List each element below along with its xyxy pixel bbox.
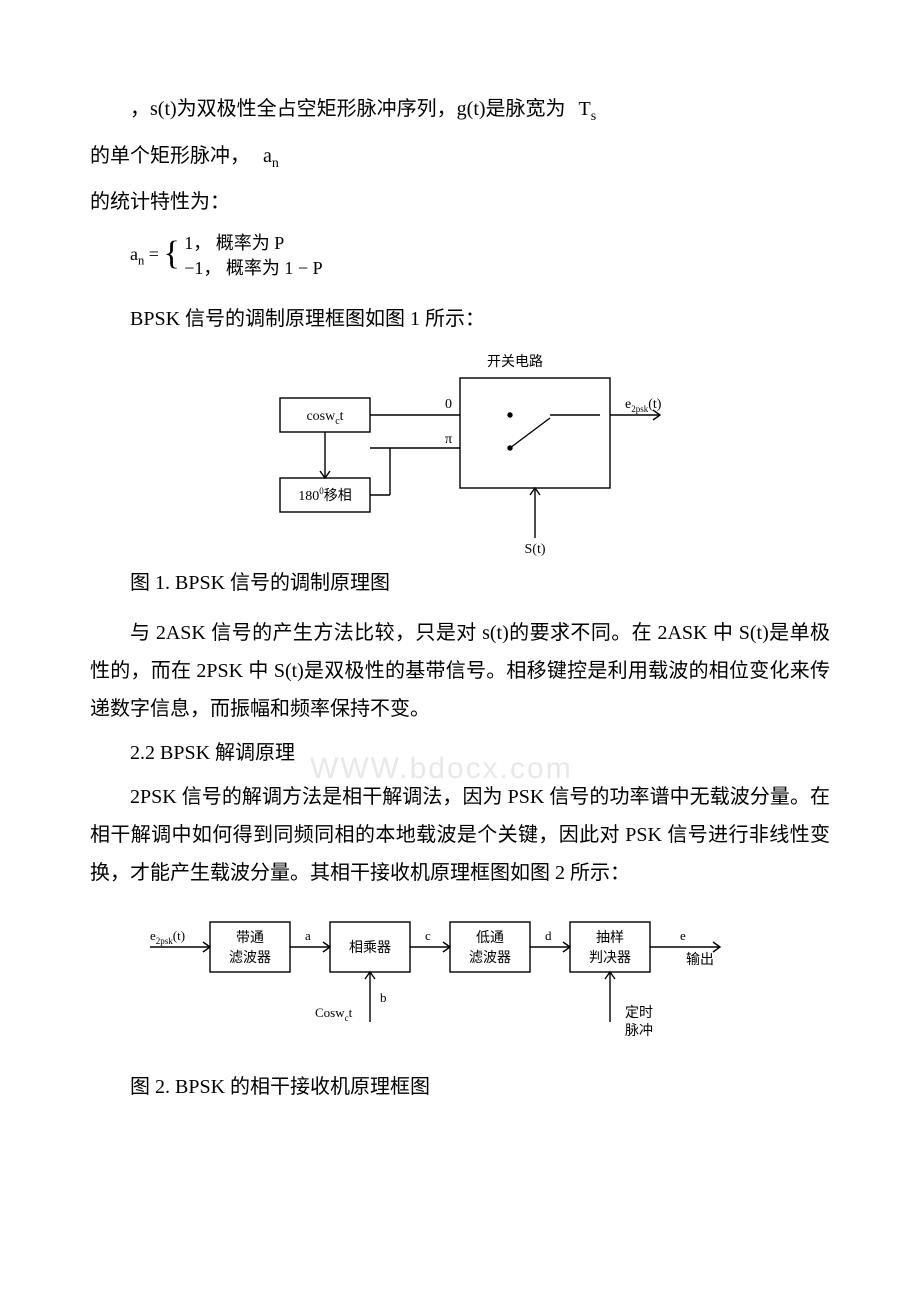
text: a xyxy=(263,145,272,167)
label-a: a xyxy=(305,928,311,943)
label: 带通 xyxy=(236,930,264,946)
paragraph: BPSK 信号的调制原理框图如图 1 所示： xyxy=(90,300,830,338)
label-b: b xyxy=(380,990,387,1005)
text: 图 1. BPSK 信号的调制原理图 xyxy=(130,572,390,594)
label-clk: 脉冲 xyxy=(625,1023,653,1039)
label-d: d xyxy=(545,928,552,943)
block-switch xyxy=(460,378,610,488)
equation-row: −1， 概率为 1 − P xyxy=(184,256,322,281)
text: T xyxy=(579,98,591,120)
figure-1: 开关电路 xyxy=(250,348,670,558)
text: 2.2 BPSK 解调原理 xyxy=(130,742,295,764)
label: 抽样 xyxy=(596,930,624,946)
label-pi: π xyxy=(445,432,452,447)
symbol-an: an xyxy=(263,145,279,167)
paragraph: 的统计特性为： xyxy=(90,183,830,221)
label-phase: 1800移相 xyxy=(298,486,352,504)
text: 的单个矩形脉冲， xyxy=(90,145,250,167)
label-switch: 开关电路 xyxy=(487,354,543,370)
equation-row: 1， 概率为 P xyxy=(184,231,322,256)
label-output: e2psk(t) xyxy=(625,397,662,414)
heading-2-2: 2.2 BPSK 解调原理 xyxy=(90,734,830,772)
text: ，s(t)为双极性全占空矩形脉冲序列，g(t)是脉宽为 xyxy=(130,98,566,120)
label: 低通 xyxy=(476,930,504,946)
label: 相乘器 xyxy=(349,940,391,956)
text: 的统计特性为： xyxy=(90,191,230,213)
label: 滤波器 xyxy=(229,950,271,966)
text: = xyxy=(144,244,159,264)
paragraph: 与 2ASK 信号的产生方法比较，只是对 s(t)的要求不同。在 2ASK 中 … xyxy=(90,614,830,728)
label-c: c xyxy=(425,928,431,943)
label-cos: Coswct xyxy=(315,1005,353,1023)
node xyxy=(508,446,512,450)
label-zero: 0 xyxy=(445,397,452,412)
subscript: n xyxy=(272,156,279,171)
figure-2: 带通 滤波器 相乘器 低通 滤波器 抽样 判决器 输出 定时 脉冲 e2psk(… xyxy=(140,902,780,1062)
label-output: 输出 xyxy=(686,952,714,968)
text: 与 2ASK 信号的产生方法比较，只是对 s(t)的要求不同。在 2ASK 中 … xyxy=(90,622,830,720)
paragraph: ，s(t)为双极性全占空矩形脉冲序列，g(t)是脉宽为 Ts xyxy=(90,90,830,131)
label: 滤波器 xyxy=(469,950,511,966)
figure-2-caption: 图 2. BPSK 的相干接收机原理框图 xyxy=(90,1068,830,1106)
label-cos: coswct xyxy=(306,409,343,427)
text: BPSK 信号的调制原理框图如图 1 所示： xyxy=(130,308,485,330)
symbol-ts: Ts xyxy=(579,98,597,120)
text: 2PSK 信号的解调方法是相干解调法，因为 PSK 信号的功率谱中无载波分量。在… xyxy=(90,786,830,884)
figure-1-caption: 图 1. BPSK 信号的调制原理图 xyxy=(90,564,830,602)
equation-piecewise: an = { 1， 概率为 P −1， 概率为 1 − P xyxy=(130,231,830,281)
label-st: S(t) xyxy=(525,542,546,557)
label-e: e xyxy=(680,928,686,943)
node xyxy=(508,413,512,417)
subscript: s xyxy=(591,109,596,124)
label-input: e2psk(t) xyxy=(150,928,185,946)
text: 图 2. BPSK 的相干接收机原理框图 xyxy=(130,1076,430,1098)
paragraph: 的单个矩形脉冲， an xyxy=(90,137,830,178)
label-clk: 定时 xyxy=(625,1005,653,1021)
switch-arm xyxy=(510,418,550,448)
text: a xyxy=(130,244,138,264)
paragraph: 2PSK 信号的解调方法是相干解调法，因为 PSK 信号的功率谱中无载波分量。在… xyxy=(90,778,830,892)
label: 判决器 xyxy=(589,950,631,966)
